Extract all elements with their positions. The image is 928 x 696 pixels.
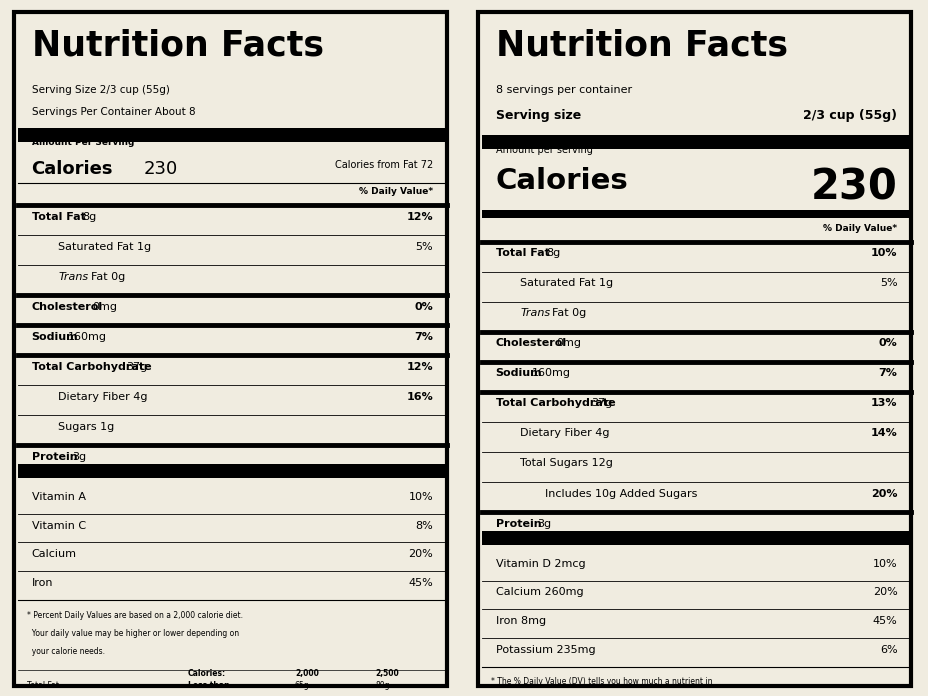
- Text: Iron 8mg: Iron 8mg: [496, 616, 546, 626]
- Bar: [482, 531, 909, 545]
- Text: Includes 10g Added Sugars: Includes 10g Added Sugars: [544, 489, 696, 498]
- Text: Protein: Protein: [32, 452, 77, 461]
- Text: Calories: Calories: [496, 166, 628, 195]
- Text: 65g: 65g: [294, 681, 309, 690]
- Text: 3g: 3g: [536, 519, 550, 528]
- Text: 20%: 20%: [870, 489, 896, 498]
- Text: Total Fat: Total Fat: [27, 681, 59, 690]
- Text: Calcium: Calcium: [32, 549, 76, 559]
- Text: Total Sugars 12g: Total Sugars 12g: [520, 459, 612, 468]
- Bar: [19, 127, 446, 142]
- Text: Amount per serving: Amount per serving: [496, 145, 592, 155]
- Text: 10%: 10%: [408, 492, 432, 502]
- Text: 14%: 14%: [870, 429, 896, 438]
- Text: Dietary Fiber 4g: Dietary Fiber 4g: [58, 392, 148, 402]
- Text: Iron: Iron: [32, 578, 53, 588]
- Text: Sodium: Sodium: [496, 368, 542, 379]
- Text: Saturated Fat 1g: Saturated Fat 1g: [520, 278, 612, 288]
- Text: Sodium: Sodium: [32, 331, 78, 342]
- Text: Vitamin D 2mcg: Vitamin D 2mcg: [496, 559, 585, 569]
- Text: Protein: Protein: [496, 519, 541, 528]
- Bar: [482, 209, 909, 219]
- Text: 160mg: 160mg: [68, 331, 107, 342]
- Text: 2/3 cup (55g): 2/3 cup (55g): [803, 109, 896, 122]
- Text: Your daily value may be higher or lower depending on: Your daily value may be higher or lower …: [27, 629, 239, 638]
- Text: * Percent Daily Values are based on a 2,000 calorie diet.: * Percent Daily Values are based on a 2,…: [27, 610, 243, 619]
- Text: Total Fat: Total Fat: [32, 212, 85, 221]
- Text: 8g: 8g: [83, 212, 97, 221]
- Text: % Daily Value*: % Daily Value*: [822, 224, 896, 233]
- Text: 10%: 10%: [871, 559, 896, 569]
- Text: 160mg: 160mg: [532, 368, 571, 379]
- Text: 37g: 37g: [126, 362, 148, 372]
- Text: 0mg: 0mg: [92, 301, 117, 312]
- Text: 20%: 20%: [408, 549, 432, 559]
- Text: Vitamin A: Vitamin A: [32, 492, 85, 502]
- Text: 20%: 20%: [871, 587, 896, 597]
- Text: Total Fat: Total Fat: [496, 248, 549, 258]
- Text: Calories from Fat 72: Calories from Fat 72: [335, 160, 432, 170]
- Text: 0%: 0%: [878, 338, 896, 349]
- Text: Calcium 260mg: Calcium 260mg: [496, 587, 583, 597]
- Text: Potassium 235mg: Potassium 235mg: [496, 644, 595, 655]
- Text: % Daily Value*: % Daily Value*: [359, 187, 432, 196]
- Text: 5%: 5%: [415, 242, 432, 251]
- Text: Sugars 1g: Sugars 1g: [58, 422, 114, 432]
- Text: 45%: 45%: [871, 616, 896, 626]
- Text: 13%: 13%: [870, 399, 896, 409]
- Text: 230: 230: [143, 160, 177, 177]
- Text: * The % Daily Value (DV) tells you how much a nutrient in: * The % Daily Value (DV) tells you how m…: [491, 677, 712, 686]
- Text: Fat 0g: Fat 0g: [552, 308, 586, 319]
- Text: Less than: Less than: [187, 681, 229, 690]
- Text: 7%: 7%: [878, 368, 896, 379]
- Text: Total Carbohydrate: Total Carbohydrate: [496, 399, 614, 409]
- Text: 3g: 3g: [72, 452, 86, 461]
- Text: 6%: 6%: [879, 644, 896, 655]
- Text: Serving Size 2/3 cup (55g): Serving Size 2/3 cup (55g): [32, 85, 169, 95]
- Text: 8g: 8g: [546, 248, 561, 258]
- Text: 45%: 45%: [408, 578, 432, 588]
- Text: 12%: 12%: [406, 362, 432, 372]
- Text: Saturated Fat 1g: Saturated Fat 1g: [58, 242, 151, 251]
- Text: Cholesterol: Cholesterol: [496, 338, 566, 349]
- Text: Trans: Trans: [58, 271, 88, 282]
- Text: Serving size: Serving size: [496, 109, 580, 122]
- Text: Dietary Fiber 4g: Dietary Fiber 4g: [520, 429, 609, 438]
- Text: 37g: 37g: [590, 399, 612, 409]
- Text: 80g: 80g: [375, 681, 390, 690]
- Text: 10%: 10%: [870, 248, 896, 258]
- Text: Nutrition Facts: Nutrition Facts: [32, 29, 323, 63]
- Text: Fat 0g: Fat 0g: [90, 271, 124, 282]
- Text: 0mg: 0mg: [556, 338, 581, 349]
- Text: Nutrition Facts: Nutrition Facts: [496, 29, 787, 63]
- Text: 7%: 7%: [414, 331, 432, 342]
- Text: 5%: 5%: [879, 278, 896, 288]
- Text: Amount Per Serving: Amount Per Serving: [32, 138, 134, 147]
- Text: 8%: 8%: [415, 521, 432, 530]
- Text: Trans: Trans: [520, 308, 549, 319]
- Text: Total Carbohydrate: Total Carbohydrate: [32, 362, 151, 372]
- Text: 230: 230: [809, 166, 896, 209]
- Text: Calories:: Calories:: [187, 669, 226, 678]
- Text: Calories: Calories: [32, 160, 113, 177]
- Text: 0%: 0%: [414, 301, 432, 312]
- Text: 12%: 12%: [406, 212, 432, 221]
- Text: Cholesterol: Cholesterol: [32, 301, 103, 312]
- Text: Servings Per Container About 8: Servings Per Container About 8: [32, 106, 195, 116]
- Text: your calorie needs.: your calorie needs.: [27, 647, 105, 656]
- Bar: [19, 464, 446, 478]
- Bar: [482, 134, 909, 149]
- Text: 8 servings per container: 8 servings per container: [496, 85, 631, 95]
- Text: 16%: 16%: [406, 392, 432, 402]
- Text: 2,000: 2,000: [294, 669, 318, 678]
- Text: 2,500: 2,500: [375, 669, 398, 678]
- Text: Vitamin C: Vitamin C: [32, 521, 85, 530]
